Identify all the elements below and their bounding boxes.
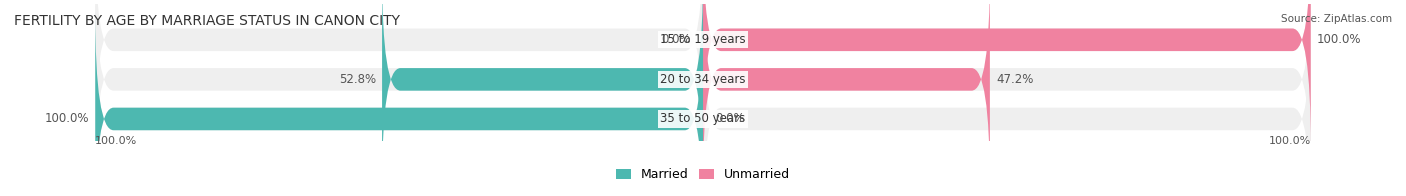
FancyBboxPatch shape [703,0,990,187]
Text: 0.0%: 0.0% [716,113,745,125]
Text: FERTILITY BY AGE BY MARRIAGE STATUS IN CANON CITY: FERTILITY BY AGE BY MARRIAGE STATUS IN C… [14,14,401,28]
FancyBboxPatch shape [96,12,703,196]
FancyBboxPatch shape [382,0,703,187]
FancyBboxPatch shape [96,12,703,196]
Text: 0.0%: 0.0% [661,33,690,46]
Text: 15 to 19 years: 15 to 19 years [661,33,745,46]
Text: 35 to 50 years: 35 to 50 years [661,113,745,125]
Text: 47.2%: 47.2% [995,73,1033,86]
Text: 100.0%: 100.0% [96,136,138,146]
Text: 100.0%: 100.0% [1317,33,1361,46]
FancyBboxPatch shape [703,0,1310,147]
FancyBboxPatch shape [703,0,1310,187]
FancyBboxPatch shape [96,0,703,187]
FancyBboxPatch shape [703,12,1310,196]
Text: 100.0%: 100.0% [45,113,89,125]
Text: Source: ZipAtlas.com: Source: ZipAtlas.com [1281,14,1392,24]
Legend: Married, Unmarried: Married, Unmarried [612,163,794,186]
Text: 52.8%: 52.8% [339,73,375,86]
FancyBboxPatch shape [703,0,1310,147]
Text: 100.0%: 100.0% [1268,136,1310,146]
FancyBboxPatch shape [96,0,703,147]
Text: 20 to 34 years: 20 to 34 years [661,73,745,86]
